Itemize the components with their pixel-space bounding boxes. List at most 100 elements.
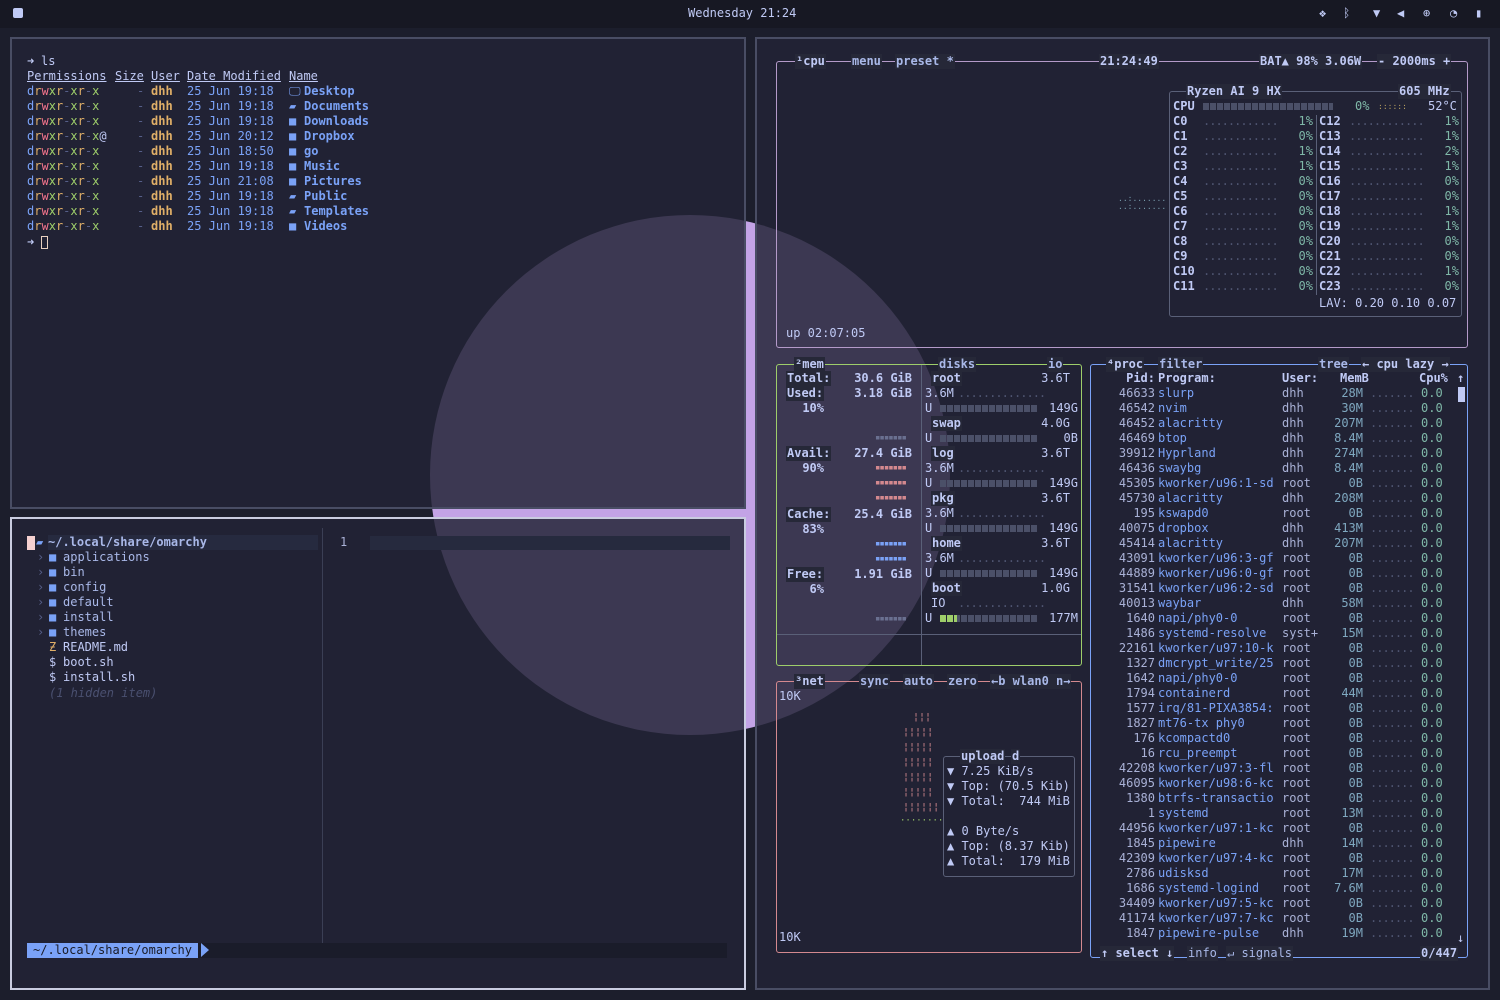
size: - <box>137 159 145 173</box>
process-row[interactable]: 46469 btop dhh 8.4M....... 0.0 <box>1100 431 1455 446</box>
tree-item[interactable]: install.sh <box>63 670 136 684</box>
bluetooth-icon[interactable]: ᛒ <box>1343 6 1351 20</box>
volume-icon[interactable]: ◀ <box>1397 6 1405 20</box>
process-row[interactable]: 1794 containerd root 44M....... 0.0 <box>1100 686 1455 701</box>
process-row[interactable]: 1686 systemd-logind root 7.6M....... 0.0 <box>1100 881 1455 896</box>
file-name[interactable]: Dropbox <box>304 129 355 143</box>
io-tab[interactable]: io <box>1047 357 1064 372</box>
net-tab[interactable]: ³net <box>794 674 825 689</box>
process-row[interactable]: 43091 kworker/u96:3-gf root 0B....... 0.0 <box>1100 551 1455 566</box>
tree-item[interactable]: applications <box>63 550 150 564</box>
sort-selector[interactable]: ← cpu lazy → <box>1361 357 1450 372</box>
nvim-window[interactable] <box>10 517 746 990</box>
process-row[interactable]: 46095 kworker/u98:6-kc root 0B....... 0.0 <box>1100 776 1455 791</box>
process-row[interactable]: 1847 pipewire-pulse dhh 19M....... 0.0 <box>1100 926 1455 941</box>
clock[interactable]: Wednesday 21:24 <box>688 6 797 20</box>
file-name[interactable]: Downloads <box>304 114 370 128</box>
speedometer-icon[interactable]: ◔ <box>1450 6 1458 20</box>
process-row[interactable]: 44956 kworker/u97:1-kc root 0B....... 0.0 <box>1100 821 1455 836</box>
file-name[interactable]: Videos <box>304 219 348 233</box>
process-row[interactable]: 1845 pipewire dhh 14M....... 0.0 <box>1100 836 1455 851</box>
chevron-right-icon[interactable]: › <box>37 610 45 624</box>
process-row[interactable]: 45730 alacritty dhh 208M....... 0.0 <box>1100 491 1455 506</box>
cpu-tab[interactable]: ¹cpu <box>795 54 826 69</box>
process-row[interactable]: 176 kcompactd0 root 0B....... 0.0 <box>1100 731 1455 746</box>
update-interval[interactable]: - 2000ms + <box>1377 54 1452 69</box>
process-row[interactable]: 1640 napi/phy0-0 root 0B....... 0.0 <box>1100 611 1455 626</box>
mem-graph: ▪▪▪▪▪▪▪ <box>875 614 907 624</box>
chevron-right-icon[interactable]: › <box>37 550 45 564</box>
signals-button[interactable]: ↵ signals <box>1226 946 1294 961</box>
tree-item[interactable]: default <box>63 595 114 609</box>
cpu-tab[interactable]: preset * <box>895 54 955 69</box>
file-name[interactable]: go <box>304 144 319 158</box>
btop-window[interactable] <box>755 37 1490 990</box>
file-name[interactable]: Templates <box>304 204 370 218</box>
process-row[interactable]: 2786 udisksd root 17M....... 0.0 <box>1100 866 1455 881</box>
tree-item[interactable]: boot.sh <box>63 655 114 669</box>
process-row[interactable]: 1577 irq/81-PIXA3854: root 0B....... 0.0 <box>1100 701 1455 716</box>
file-name[interactable]: Pictures <box>304 174 362 188</box>
process-row[interactable]: 1 systemd root 13M....... 0.0 <box>1100 806 1455 821</box>
file-name[interactable]: Desktop <box>304 84 355 98</box>
split-divider[interactable] <box>322 528 323 943</box>
mem-tab[interactable]: ²mem <box>794 357 825 372</box>
chevron-right-icon[interactable]: › <box>37 595 45 609</box>
process-row[interactable]: 16 rcu_preempt root 0B....... 0.0 <box>1100 746 1455 761</box>
process-row[interactable]: 45414 alacritty dhh 207M....... 0.0 <box>1100 536 1455 551</box>
disks-tab[interactable]: disks <box>938 357 977 372</box>
process-row[interactable]: 42309 kworker/u97:4-kc root 0B....... 0.0 <box>1100 851 1455 866</box>
process-row[interactable]: 46542 nvim dhh 30M....... 0.0 <box>1100 401 1455 416</box>
tree-item[interactable]: config <box>63 580 107 594</box>
chevron-right-icon[interactable]: › <box>37 580 45 594</box>
file-name[interactable]: Public <box>304 189 348 203</box>
process-row[interactable]: 22161 kworker/u97:10-k root 0B....... 0.0 <box>1100 641 1455 656</box>
workspace-indicator[interactable] <box>13 8 23 18</box>
process-row[interactable]: 34409 kworker/u97:5-kc root 0B....... 0.0 <box>1100 896 1455 911</box>
process-row[interactable]: 42208 kworker/u97:3-fl root 0B....... 0.0 <box>1100 761 1455 776</box>
cpu-header[interactable]: Cpu% <box>1419 371 1448 385</box>
wifi-icon[interactable]: ▼ <box>1373 6 1381 20</box>
chevron-right-icon[interactable]: › <box>37 625 45 639</box>
process-row[interactable]: 1642 napi/phy0-0 root 0B....... 0.0 <box>1100 671 1455 686</box>
tree-item[interactable]: install <box>63 610 114 624</box>
process-row[interactable]: 46452 alacritty dhh 207M....... 0.0 <box>1100 416 1455 431</box>
tree-item[interactable]: themes <box>63 625 107 639</box>
process-row[interactable]: 1486 systemd-resolve syst+ 15M....... 0.0 <box>1100 626 1455 641</box>
process-row[interactable]: 44889 kworker/u96:0-gf root 0B....... 0.0 <box>1100 566 1455 581</box>
chevron-right-icon[interactable]: › <box>37 565 45 579</box>
select-button[interactable]: ↑ select ↓ <box>1100 946 1175 961</box>
net-option[interactable]: zero <box>947 674 978 689</box>
core-graph: ............ <box>1203 144 1279 158</box>
process-row[interactable]: 39912 Hyprland dhh 274M....... 0.0 <box>1100 446 1455 461</box>
process-row[interactable]: 40075 dropbox dhh 413M....... 0.0 <box>1100 521 1455 536</box>
process-row[interactable]: 45305 kworker/u96:1-sd root 0B....... 0.0 <box>1100 476 1455 491</box>
process-row[interactable]: 1327 dmcrypt_write/25 root 0B....... 0.0 <box>1100 656 1455 671</box>
file-name[interactable]: Documents <box>304 99 370 113</box>
proc-tab[interactable]: ⁴proc <box>1106 357 1145 372</box>
filter-button[interactable]: filter <box>1158 357 1204 372</box>
cpu-tab[interactable]: menu <box>851 54 882 69</box>
process-row[interactable]: 1380 btrfs-transactio root 0B....... 0.0 <box>1100 791 1455 806</box>
net-option[interactable]: auto <box>903 674 934 689</box>
net-option[interactable]: ←b wlan0 n→ <box>990 674 1072 689</box>
terminal-window[interactable] <box>10 37 746 509</box>
tree-item[interactable]: README.md <box>63 640 129 654</box>
process-row[interactable]: 46436 swaybg dhh 8.4M....... 0.0 <box>1100 461 1455 476</box>
net-option[interactable]: sync <box>859 674 890 689</box>
process-row[interactable]: 1827 mt76-tx phy0 root 0B....... 0.0 <box>1100 716 1455 731</box>
tree-root[interactable]: ~/.local/share/omarchy <box>48 535 318 550</box>
tree-button[interactable]: tree <box>1318 357 1349 372</box>
process-row[interactable]: 31541 kworker/u96:2-sd root 0B....... 0.0 <box>1100 581 1455 596</box>
file-name[interactable]: Music <box>304 159 341 173</box>
process-row[interactable]: 46633 slurp dhh 28M....... 0.0 <box>1100 386 1455 401</box>
dropbox-icon[interactable]: ❖ <box>1319 6 1327 20</box>
tree-item[interactable]: bin <box>63 565 85 579</box>
cpu-icon[interactable]: ⊕ <box>1423 6 1431 20</box>
process-row[interactable]: 40013 waybar dhh 58M....... 0.0 <box>1100 596 1455 611</box>
scrollbar-thumb[interactable] <box>1458 387 1465 402</box>
process-row[interactable]: 195 kswapd0 root 0B....... 0.0 <box>1100 506 1455 521</box>
info-button[interactable]: info <box>1187 946 1218 961</box>
battery-icon[interactable]: ▮ <box>1475 6 1483 20</box>
process-row[interactable]: 41174 kworker/u97:7-kc root 0B....... 0.0 <box>1100 911 1455 926</box>
